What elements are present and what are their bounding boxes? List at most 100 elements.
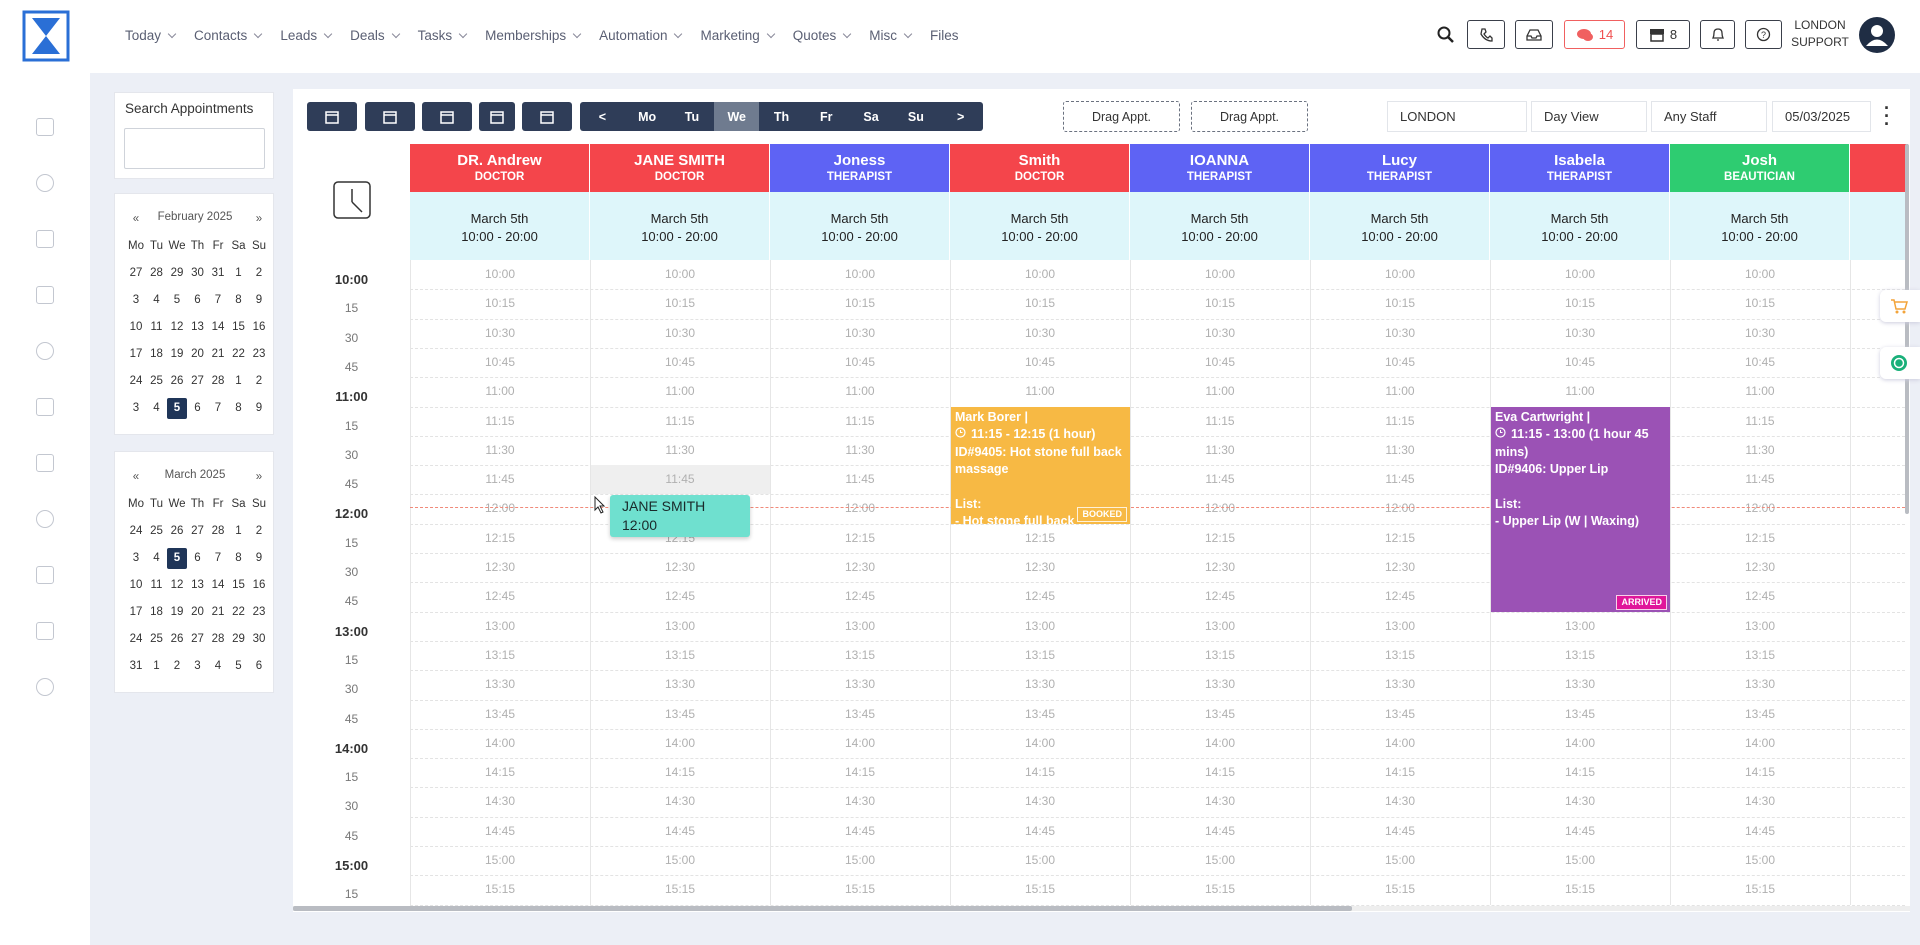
slot-label[interactable]: 11:45 (665, 472, 695, 487)
slot-label[interactable]: 10:00 (1204, 267, 1236, 281)
slot-label[interactable]: 14:30 (1024, 794, 1056, 809)
day[interactable]: 8 (235, 552, 242, 564)
slot-label[interactable]: 10:15 (664, 296, 696, 311)
slot-label[interactable]: 10:30 (1744, 325, 1776, 340)
slot-label[interactable]: 13:30 (1744, 677, 1776, 692)
slot-label[interactable]: 12:30 (1024, 560, 1056, 574)
day[interactable]: 4 (153, 402, 160, 414)
day[interactable]: 6 (194, 552, 201, 564)
next-month[interactable]: » (255, 213, 263, 225)
day[interactable]: 14 (211, 579, 225, 591)
slot-label[interactable]: 13:45 (1204, 706, 1236, 721)
day[interactable]: 3 (194, 660, 201, 672)
day[interactable]: 23 (252, 606, 266, 618)
day[interactable]: 17 (129, 606, 143, 618)
slot-label[interactable]: 14:30 (1204, 794, 1236, 809)
slot-label[interactable]: 13:45 (1384, 706, 1416, 721)
slot-label[interactable]: 14:45 (664, 823, 696, 838)
slot-label[interactable]: 10:30 (484, 325, 516, 340)
nav-item[interactable]: Today (125, 28, 175, 43)
tool-button[interactable] (307, 102, 357, 131)
slot-label[interactable]: 14:00 (1204, 735, 1236, 750)
next-month[interactable]: » (255, 471, 263, 483)
day-button[interactable]: < (598, 109, 607, 124)
slot-label[interactable]: 11:00 (1205, 384, 1235, 399)
staff-header[interactable]: Lucy THERAPIST (1310, 144, 1490, 192)
slot-label[interactable]: 10:15 (484, 296, 516, 311)
slot-label[interactable]: 11:00 (1745, 384, 1775, 399)
slot-label[interactable]: 10:15 (1024, 296, 1056, 311)
day[interactable]: 12 (170, 579, 184, 591)
slot-label[interactable]: 14:00 (1744, 735, 1776, 750)
slot-label[interactable]: 13:00 (1744, 618, 1776, 633)
slot-label[interactable]: 13:30 (1204, 677, 1236, 692)
slot-label[interactable]: 13:00 (1204, 618, 1236, 633)
slot-label[interactable]: 11:15 (1745, 413, 1775, 428)
slot-label[interactable]: 15:00 (1204, 853, 1236, 867)
day[interactable]: 1 (235, 525, 242, 537)
day[interactable]: 22 (232, 348, 245, 360)
slot-label[interactable]: 15:00 (484, 853, 516, 867)
slot-label[interactable]: 15:15 (1204, 882, 1236, 897)
slot-label[interactable]: 11:45 (1745, 472, 1775, 487)
slot-label[interactable]: 12:30 (1744, 560, 1776, 574)
slot-label[interactable]: 12:15 (1744, 530, 1776, 545)
slot-label[interactable]: 15:15 (1024, 882, 1056, 897)
day[interactable]: 17 (129, 348, 143, 360)
slot-label[interactable]: 14:15 (844, 765, 876, 780)
day[interactable]: 29 (232, 633, 245, 645)
slot-label[interactable]: 10:30 (1024, 325, 1056, 340)
slot-label[interactable]: 14:30 (1384, 794, 1416, 809)
slot-label[interactable]: 14:30 (1744, 794, 1776, 809)
staff-header[interactable]: JANE SMITH DOCTOR (590, 144, 770, 192)
slot-label[interactable]: 10:45 (1744, 354, 1776, 369)
day[interactable]: 7 (214, 402, 222, 414)
slot-label[interactable]: 13:45 (664, 706, 696, 721)
day[interactable]: 30 (191, 267, 204, 279)
slot-label[interactable]: 15:00 (1564, 853, 1596, 867)
day[interactable]: 3 (132, 294, 140, 306)
day[interactable]: 8 (235, 402, 242, 414)
nav-item[interactable]: Tasks (418, 28, 467, 43)
side-icon[interactable] (36, 342, 54, 360)
slot-label[interactable]: 14:45 (1384, 823, 1416, 838)
slot-label[interactable]: 11:00 (1565, 384, 1595, 399)
slot-label[interactable]: 12:00 (1744, 501, 1776, 516)
slot-label[interactable]: 13:15 (1744, 647, 1776, 662)
day[interactable]: 14 (211, 321, 225, 333)
side-icon[interactable] (36, 566, 54, 584)
drag-card[interactable]: JANE SMITH 12:00 (610, 495, 750, 537)
day[interactable]: 2 (255, 267, 263, 279)
day-button[interactable]: Su (907, 109, 924, 124)
nav-item[interactable]: Leads (280, 28, 331, 43)
slot-label[interactable]: 10:45 (1024, 354, 1056, 369)
side-icon[interactable] (36, 174, 54, 192)
slot-label[interactable]: 12:30 (1204, 560, 1236, 574)
day[interactable]: 16 (252, 579, 266, 591)
slot-label[interactable]: 13:00 (664, 618, 696, 633)
day[interactable]: 9 (255, 402, 263, 414)
day[interactable]: 18 (150, 606, 163, 618)
slot-label[interactable]: 14:30 (844, 794, 876, 809)
tool-button[interactable] (479, 102, 515, 131)
day[interactable]: 28 (211, 633, 225, 645)
slot-label[interactable]: 10:00 (1384, 267, 1416, 281)
slot-label[interactable]: 14:00 (844, 735, 876, 750)
view-select[interactable]: Day View (1531, 101, 1647, 132)
slot-label[interactable]: 14:00 (1384, 735, 1416, 750)
slot-label[interactable]: 15:15 (1744, 882, 1776, 897)
slot-label[interactable]: 13:15 (1564, 647, 1596, 662)
day[interactable]: 10 (129, 579, 143, 591)
side-icon[interactable] (36, 678, 54, 696)
slot-label[interactable]: 10:45 (1384, 354, 1416, 369)
slot-label[interactable]: 10:00 (1744, 267, 1776, 281)
slot-label[interactable]: 11:30 (665, 442, 695, 457)
selected-day[interactable]: 5 (167, 548, 187, 569)
slot-label[interactable]: 10:45 (664, 354, 696, 369)
slot-label[interactable]: 12:30 (844, 560, 876, 574)
slot-label[interactable]: 13:30 (844, 677, 876, 692)
slot-label[interactable]: 10:30 (664, 325, 696, 340)
side-icon[interactable] (36, 230, 54, 248)
inbox-button[interactable] (1515, 20, 1553, 49)
day[interactable]: 5 (235, 660, 242, 672)
